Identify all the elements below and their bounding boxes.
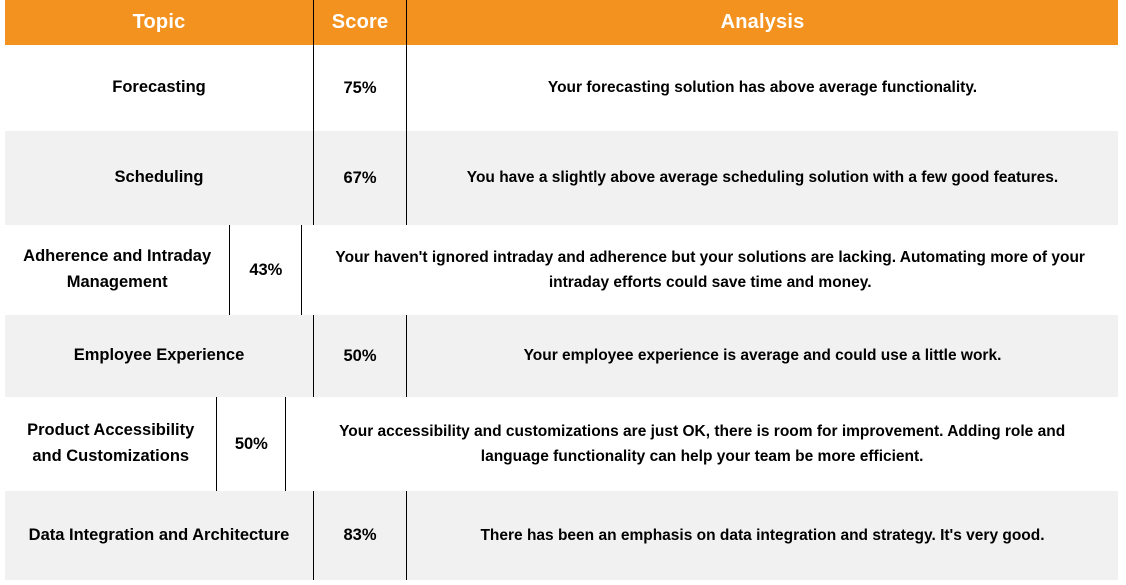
cell-topic: Forecasting	[112, 78, 206, 97]
cell-score: 67%	[313, 131, 406, 225]
cell-analysis: There has been an emphasis on data integ…	[406, 491, 1118, 580]
cell-topic: Scheduling	[114, 168, 204, 187]
table-row: Employee Experience 50% Your employee ex…	[5, 315, 1118, 397]
table-row: Data Integration and Architecture 83% Th…	[5, 491, 1118, 580]
cell-score: 83%	[313, 491, 406, 580]
cell-score: 50%	[313, 315, 406, 397]
cell-analysis: Your haven't ignored intraday and adhere…	[301, 225, 1118, 315]
cell-analysis: Your forecasting solution has above aver…	[406, 45, 1118, 131]
cell-topic: Employee Experience	[73, 346, 245, 365]
table-row: Forecasting 75% Your forecasting solutio…	[5, 45, 1118, 131]
column-header-score: Score	[313, 0, 406, 45]
cell-topic: Product Accessibility and Customizations	[27, 421, 195, 465]
cell-analysis: Your accessibility and customizations ar…	[285, 397, 1118, 491]
table-row: Adherence and Intraday Management 43% Yo…	[5, 225, 1118, 315]
cell-analysis: You have a slightly above average schedu…	[406, 131, 1118, 225]
column-header-analysis: Analysis	[406, 0, 1118, 45]
table-row: Product Accessibility and Customizations…	[5, 397, 1118, 491]
table-header-row: Topic Score Analysis	[5, 0, 1118, 45]
cell-score: 75%	[313, 45, 406, 131]
cell-topic: Adherence and Intraday Management	[23, 247, 212, 291]
cell-analysis: Your employee experience is average and …	[406, 315, 1118, 397]
cell-topic: Data Integration and Architecture	[28, 525, 290, 544]
cell-score: 43%	[229, 225, 301, 315]
table-body: Forecasting 75% Your forecasting solutio…	[5, 45, 1118, 580]
cell-score: 50%	[216, 397, 285, 491]
table-row: Scheduling 67% You have a slightly above…	[5, 131, 1118, 225]
column-header-topic: Topic	[132, 11, 186, 33]
